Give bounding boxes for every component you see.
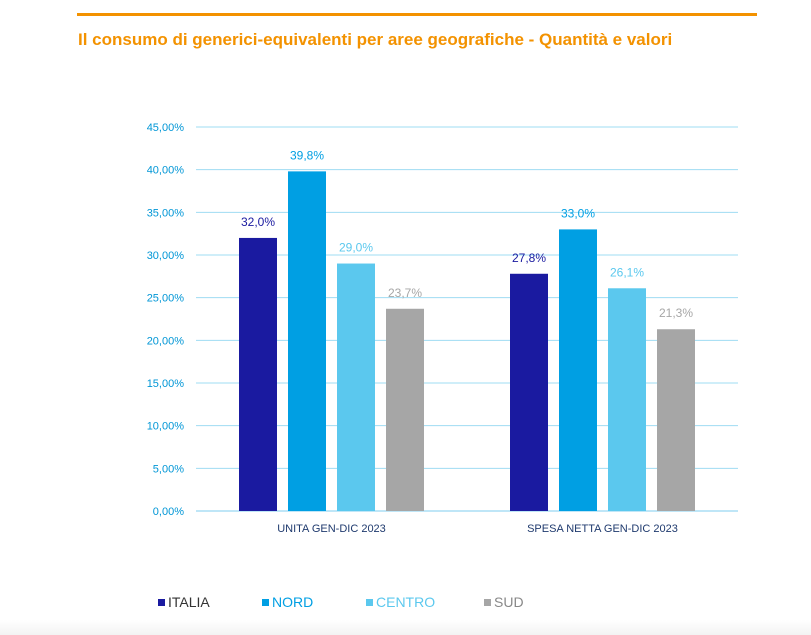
page-footer-shade xyxy=(0,620,811,635)
title-top-rule xyxy=(77,13,757,16)
legend-swatch-nord xyxy=(262,598,269,606)
y-tick-label: 5,00% xyxy=(153,463,184,475)
y-tick-label: 15,00% xyxy=(147,378,185,390)
legend-item-italia: ITALIA xyxy=(158,593,210,611)
legend-item-nord: NORD xyxy=(262,593,313,611)
bar-italia xyxy=(510,273,548,511)
legend-swatch-centro xyxy=(366,598,373,606)
legend-item-centro: CENTRO xyxy=(366,593,435,611)
chart-title: Il consumo di generici-equivalenti per a… xyxy=(78,30,673,49)
y-tick-label: 0,00% xyxy=(153,506,184,518)
data-label: 33,0% xyxy=(561,206,595,220)
y-tick-label: 25,00% xyxy=(147,293,185,305)
bar-nord xyxy=(288,171,326,511)
legend-swatch-sud xyxy=(484,598,491,606)
y-tick-label: 45,00% xyxy=(147,122,185,134)
legend-swatch-italia xyxy=(158,598,165,606)
legend-label-italia: ITALIA xyxy=(168,594,210,610)
legend-label-centro: CENTRO xyxy=(376,594,436,610)
legend-item-sud: SUD xyxy=(484,593,524,611)
bar-italia xyxy=(239,237,277,511)
y-tick-label: 10,00% xyxy=(147,421,185,433)
legend-label-sud: SUD xyxy=(494,594,524,610)
y-tick-label: 20,00% xyxy=(147,335,185,347)
legend-label-nord: NORD xyxy=(272,594,314,610)
data-label: 26,1% xyxy=(610,265,644,279)
data-label: 21,3% xyxy=(659,306,693,320)
data-label: 29,0% xyxy=(339,241,373,255)
bar-centro xyxy=(608,288,646,511)
y-tick-label: 30,00% xyxy=(147,250,185,262)
data-label: 39,8% xyxy=(290,148,324,162)
bar-centro xyxy=(337,263,375,511)
x-category-label: UNITA GEN-DIC 2023 xyxy=(277,523,386,535)
bar-sud xyxy=(386,308,424,511)
data-label: 23,7% xyxy=(388,286,422,300)
x-category-label: SPESA NETTA GEN-DIC 2023 xyxy=(527,523,678,535)
bar-nord xyxy=(559,229,597,511)
y-tick-label: 40,00% xyxy=(147,165,185,177)
data-label: 32,0% xyxy=(241,215,275,229)
y-tick-label: 35,00% xyxy=(147,207,185,219)
bar-sud xyxy=(657,329,695,511)
bar-chart: 0,00% 5,00% 10,00% 15,00% 20,00% 25,00% 30,00%… xyxy=(147,122,738,535)
data-label: 27,8% xyxy=(512,251,546,265)
